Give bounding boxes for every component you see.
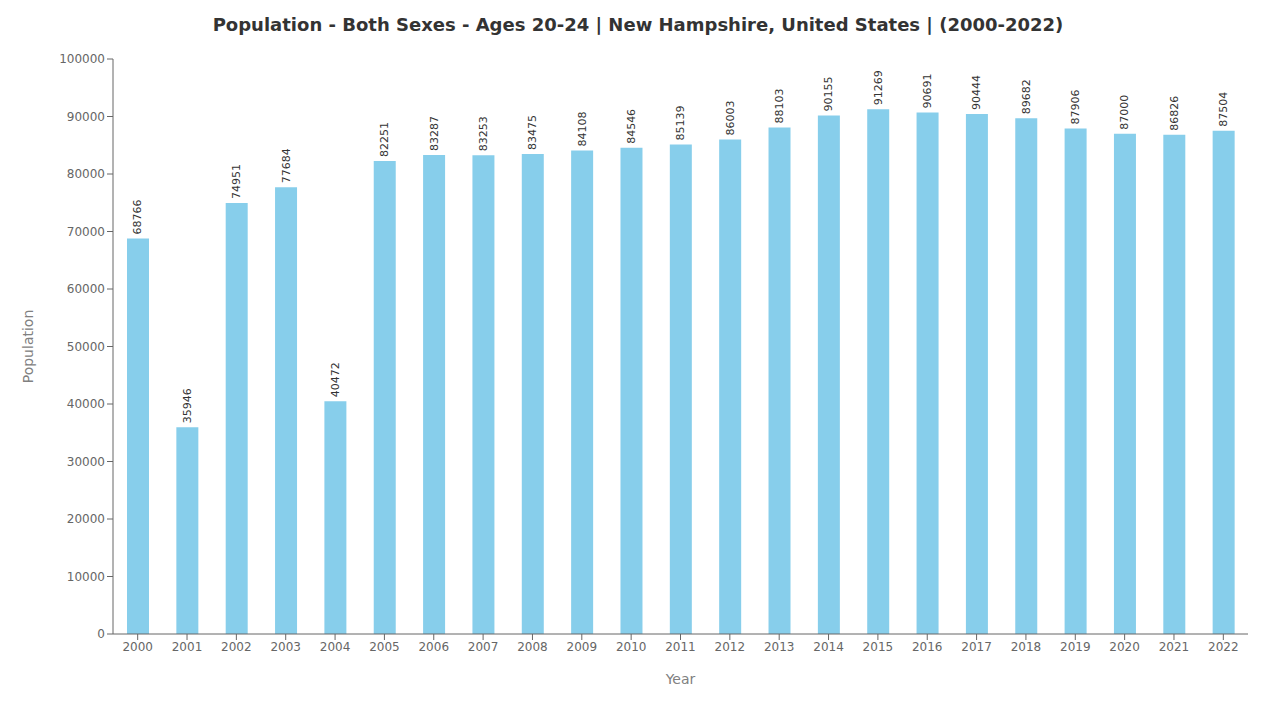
svg-text:85139: 85139 [674, 105, 687, 140]
svg-text:82251: 82251 [378, 122, 391, 157]
svg-text:10000: 10000 [67, 570, 105, 584]
svg-text:35946: 35946 [181, 388, 194, 423]
svg-text:90155: 90155 [822, 77, 835, 112]
svg-text:87906: 87906 [1069, 90, 1082, 125]
svg-text:2015: 2015 [863, 640, 894, 654]
svg-text:88103: 88103 [773, 88, 786, 123]
svg-text:90000: 90000 [67, 110, 105, 124]
svg-text:2010: 2010 [616, 640, 647, 654]
svg-text:83287: 83287 [428, 116, 441, 151]
svg-text:74951: 74951 [230, 164, 243, 199]
svg-text:100000: 100000 [59, 52, 105, 66]
svg-text:87000: 87000 [1118, 95, 1131, 130]
svg-text:30000: 30000 [67, 455, 105, 469]
svg-text:Year: Year [665, 671, 696, 687]
svg-text:77684: 77684 [280, 148, 293, 183]
svg-text:2001: 2001 [172, 640, 203, 654]
svg-text:2018: 2018 [1011, 640, 1042, 654]
svg-text:87504: 87504 [1217, 92, 1230, 127]
svg-text:90444: 90444 [970, 75, 983, 110]
html-text:Population - Both Sexes - Ages: Population - Both Sexes - Ages 20-24 | N… [212, 14, 1064, 35]
svg-text:20000: 20000 [67, 512, 105, 526]
svg-text:50000: 50000 [67, 340, 105, 354]
svg-text:40000: 40000 [67, 397, 105, 411]
svg-text:2012: 2012 [715, 640, 746, 654]
svg-text:83253: 83253 [477, 116, 490, 151]
svg-text:2007: 2007 [468, 640, 499, 654]
svg-text:2000: 2000 [122, 640, 153, 654]
svg-text:70000: 70000 [67, 225, 105, 239]
svg-text:2013: 2013 [764, 640, 795, 654]
svg-text:2016: 2016 [912, 640, 943, 654]
svg-text:68766: 68766 [132, 200, 145, 235]
svg-text:2019: 2019 [1060, 640, 1091, 654]
svg-text:80000: 80000 [67, 167, 105, 181]
svg-text:2005: 2005 [369, 640, 400, 654]
svg-text:2009: 2009 [567, 640, 598, 654]
svg-text:2008: 2008 [517, 640, 548, 654]
svg-text:86003: 86003 [724, 100, 737, 135]
svg-text:2020: 2020 [1109, 640, 1140, 654]
svg-text:2017: 2017 [961, 640, 992, 654]
svg-text:Population: Population [20, 310, 36, 384]
svg-text:89682: 89682 [1020, 79, 1033, 114]
svg-text:2004: 2004 [320, 640, 351, 654]
svg-text:90691: 90691 [921, 74, 934, 109]
svg-text:0: 0 [97, 627, 105, 641]
svg-text:2003: 2003 [270, 640, 301, 654]
svg-text:60000: 60000 [67, 282, 105, 296]
svg-text:2002: 2002 [221, 640, 252, 654]
svg-text:84546: 84546 [625, 109, 638, 144]
svg-text:40472: 40472 [329, 362, 342, 397]
svg-text:91269: 91269 [872, 70, 885, 105]
svg-text:2021: 2021 [1159, 640, 1190, 654]
svg-text:84108: 84108 [576, 111, 589, 146]
svg-text:2014: 2014 [813, 640, 844, 654]
svg-text:86826: 86826 [1168, 96, 1181, 131]
svg-text:2011: 2011 [665, 640, 696, 654]
svg-text:83475: 83475 [526, 115, 539, 150]
svg-text:2022: 2022 [1208, 640, 1239, 654]
svg-text:2006: 2006 [418, 640, 449, 654]
